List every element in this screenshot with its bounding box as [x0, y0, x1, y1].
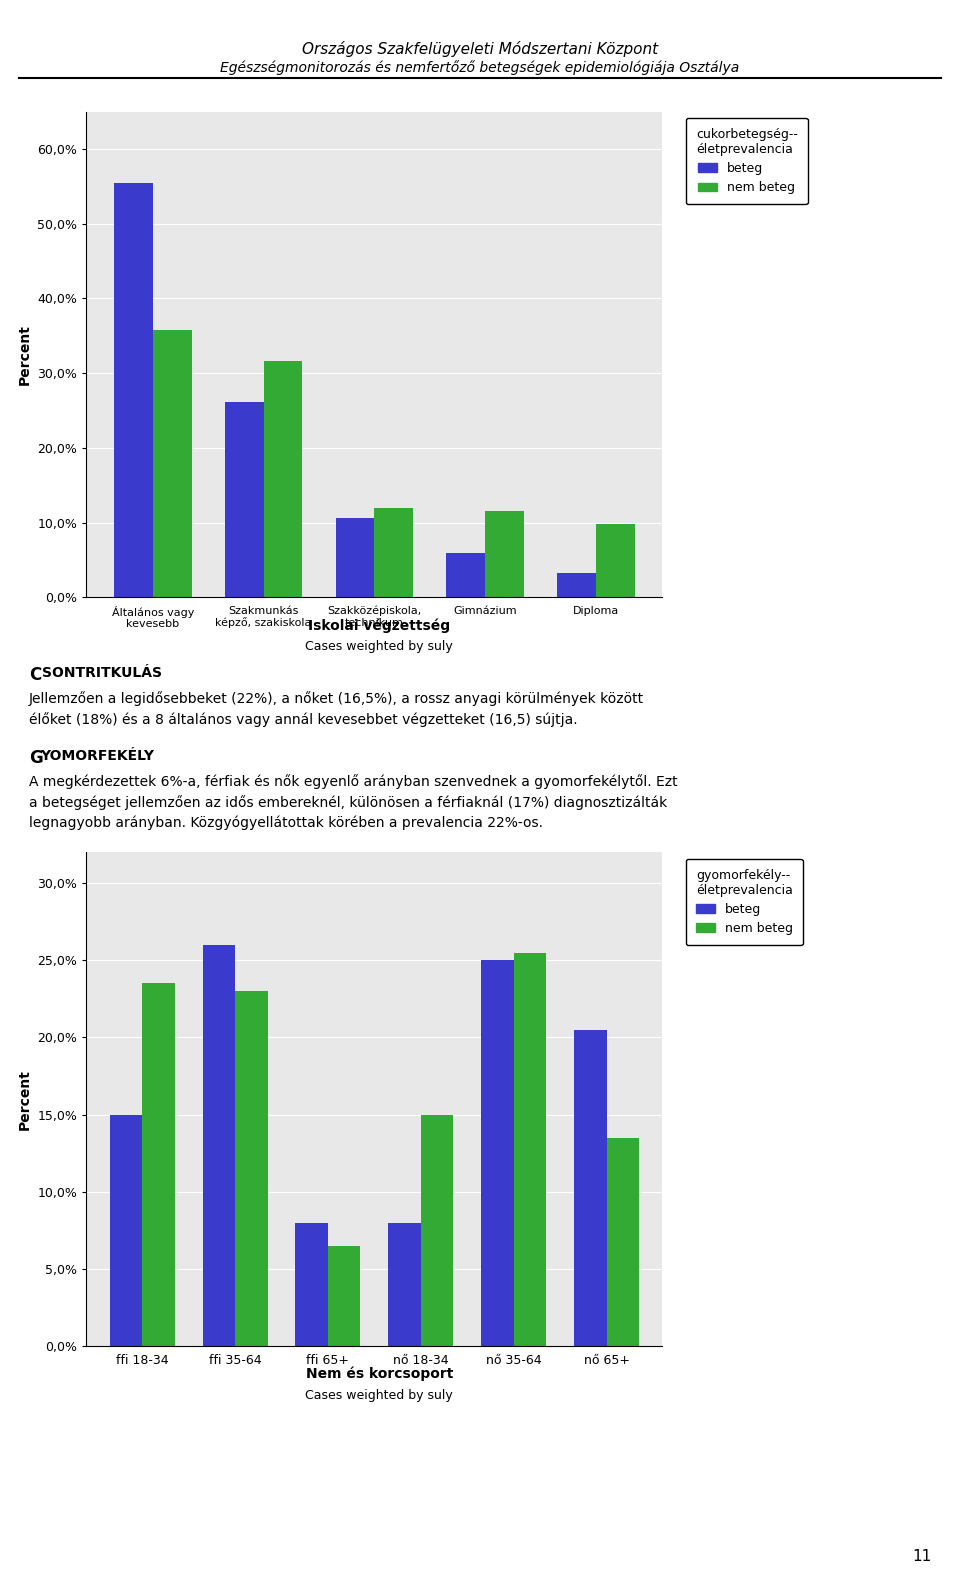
- Text: YOMORFEKÉLY: YOMORFEKÉLY: [40, 749, 155, 763]
- Legend: beteg, nem beteg: beteg, nem beteg: [686, 118, 807, 204]
- Bar: [557, 573, 596, 597]
- Text: Jellemzően a legidősebbeket (22%), a nőket (16,5%), a rossz anyagi körülmények k: Jellemzően a legidősebbeket (22%), a nők…: [29, 691, 644, 706]
- Bar: [153, 330, 192, 597]
- Bar: [485, 511, 524, 597]
- Bar: [607, 1137, 639, 1346]
- Text: Cases weighted by suly: Cases weighted by suly: [305, 640, 453, 653]
- Bar: [225, 401, 264, 597]
- Bar: [296, 1223, 328, 1346]
- Bar: [336, 518, 374, 597]
- Bar: [109, 1115, 142, 1346]
- Y-axis label: Percent: Percent: [18, 1069, 32, 1129]
- Bar: [420, 1115, 453, 1346]
- Bar: [596, 524, 635, 597]
- Bar: [328, 1246, 360, 1346]
- Text: C: C: [29, 666, 41, 683]
- Text: 11: 11: [912, 1550, 931, 1564]
- Text: élőket (18%) és a 8 általános vagy annál kevesebbet végzetteket (16,5) sújtja.: élőket (18%) és a 8 általános vagy annál…: [29, 712, 577, 726]
- Y-axis label: Percent: Percent: [18, 323, 32, 386]
- Bar: [446, 553, 485, 597]
- Text: a betegséget jellemzően az idős embereknél, különösen a férfiaknál (17%) diagnos: a betegséget jellemzően az idős emberekn…: [29, 795, 667, 809]
- Bar: [574, 1029, 607, 1346]
- Bar: [374, 508, 413, 597]
- Bar: [142, 983, 175, 1346]
- Text: G: G: [29, 749, 42, 766]
- Bar: [203, 945, 235, 1346]
- Text: A megkérdezettek 6%-a, férfiak és nők egyenlő arányban szenvednek a gyomorfekély: A megkérdezettek 6%-a, férfiak és nők eg…: [29, 774, 678, 789]
- Bar: [481, 961, 514, 1346]
- Text: Iskolai végzettség: Iskolai végzettség: [308, 618, 450, 632]
- Bar: [114, 183, 153, 597]
- Text: Cases weighted by suly: Cases weighted by suly: [305, 1389, 453, 1402]
- Bar: [514, 953, 546, 1346]
- Bar: [264, 362, 302, 597]
- Text: legnagyobb arányban. Közgyógyellátottak körében a prevalencia 22%-os.: legnagyobb arányban. Közgyógyellátottak …: [29, 816, 542, 830]
- Bar: [389, 1223, 420, 1346]
- Legend: beteg, nem beteg: beteg, nem beteg: [686, 859, 803, 945]
- Text: Országos Szakfelügyeleti Módszertani Központ: Országos Szakfelügyeleti Módszertani Köz…: [302, 41, 658, 57]
- Text: Egészségmonitorozás és nemfertőző betegségek epidemiológiája Osztálya: Egészségmonitorozás és nemfertőző betegs…: [221, 61, 739, 75]
- Text: SONTRITKULÁS: SONTRITKULÁS: [42, 666, 162, 680]
- Bar: [235, 991, 268, 1346]
- Text: Nem és korcsoport: Nem és korcsoport: [305, 1367, 453, 1381]
